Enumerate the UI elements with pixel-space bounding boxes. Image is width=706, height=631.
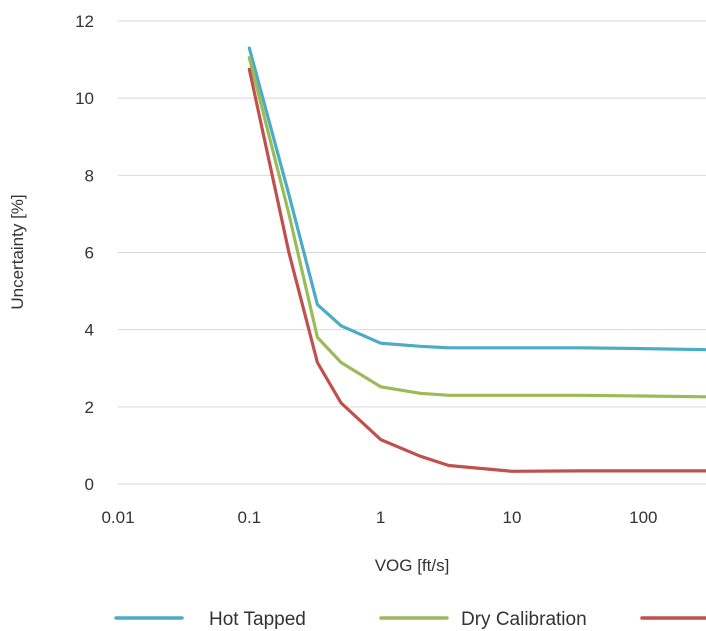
legend: Hot Tapped Dry Calibration (114, 609, 706, 630)
x-tick-label: 1 (376, 508, 385, 527)
y-tick-label: 4 (85, 321, 94, 340)
x-tick-label: 10 (503, 508, 522, 527)
x-tick-label: 0.01 (101, 508, 134, 527)
legend-label-1: Hot Tapped (209, 609, 306, 630)
gridlines (118, 20, 706, 485)
x-tick-label: 0.1 (238, 508, 262, 527)
x-tick-label: 100 (629, 508, 657, 527)
y-tick-label: 6 (85, 244, 94, 263)
series-lines (247, 46, 706, 473)
x-axis-ticks: 0.01 0.1 1 10 100 (101, 508, 657, 527)
y-tick-label: 10 (75, 89, 94, 108)
y-axis-ticks: 0 2 4 6 8 10 12 (75, 12, 94, 494)
series-line-1 (247, 46, 706, 352)
y-axis-title: Uncertainty [%] (8, 194, 27, 309)
y-tick-label: 2 (85, 398, 94, 417)
series-line-3 (247, 67, 706, 473)
y-tick-label: 12 (75, 12, 94, 31)
y-tick-label: 0 (85, 475, 94, 494)
legend-label-2: Dry Calibration (461, 609, 587, 630)
series-line-2 (247, 56, 706, 399)
y-tick-label: 8 (85, 166, 94, 185)
x-axis-title: VOG [ft/s] (375, 556, 450, 575)
